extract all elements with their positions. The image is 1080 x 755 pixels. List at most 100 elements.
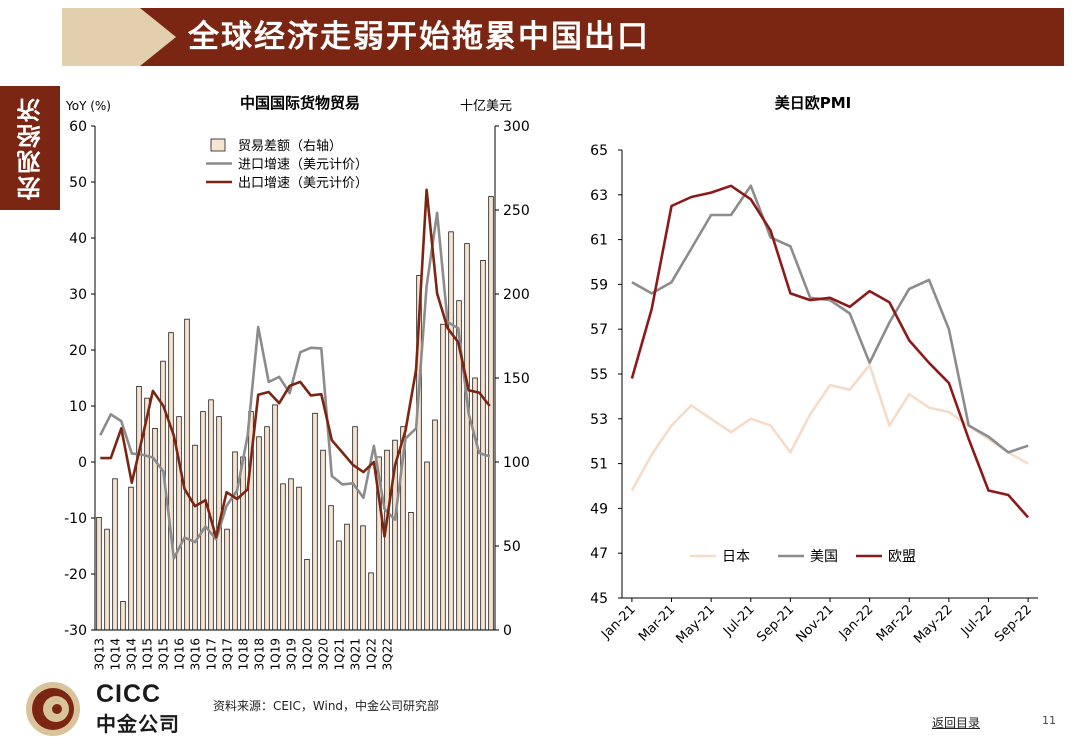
trade-balance-bar — [320, 449, 326, 631]
trade-balance-bar — [240, 456, 246, 631]
y-tick-label-right: 50 — [503, 539, 521, 555]
y-tick-label: 53 — [590, 412, 608, 428]
y-tick-label: 49 — [590, 501, 608, 517]
x-tick-label: 1Q15 — [141, 638, 155, 670]
x-tick-label: 3Q14 — [125, 638, 139, 670]
legend-swatch-trade-balance — [210, 138, 226, 152]
trade-balance-bar — [360, 525, 366, 631]
trade-balance-bar — [328, 505, 334, 631]
china-trade-chart: 中国国际货物贸易 YoY (%) 十亿美元 -30 -20 -10 0 10 20 30 40 50 6… — [64, 94, 530, 670]
x-tick-label: Mar-21 — [636, 602, 678, 644]
y-tick-label-left: -20 — [64, 567, 87, 583]
x-tick-label: 1Q14 — [109, 638, 123, 670]
chart-title: 中国国际货物贸易 — [240, 94, 360, 112]
trade-balance-bar — [432, 419, 438, 631]
trade-balance-bar — [344, 523, 350, 631]
x-tick-label: 3Q22 — [381, 638, 395, 670]
y-tick-label: 65 — [590, 143, 608, 159]
y-tick-label-left: 30 — [69, 287, 87, 303]
eu-pmi-line — [630, 184, 1030, 519]
chart-title: 美日欧PMI — [775, 94, 852, 112]
banner-accent — [62, 8, 140, 66]
logo-text-cn: 中金公司 — [96, 712, 180, 736]
x-tick-label: Sep-21 — [754, 602, 797, 645]
banner-background — [140, 8, 1064, 66]
x-tick-label: Jan-21 — [598, 602, 639, 643]
y-tick-label-left: -30 — [64, 623, 87, 639]
trade-balance-bar — [488, 196, 494, 631]
logo-text-en: CICC — [96, 680, 162, 708]
trade-balance-bar — [280, 483, 286, 631]
trade-balance-bar — [408, 511, 414, 631]
section-tab: 宏观经济 — [0, 86, 60, 210]
x-tick-label: 3Q15 — [157, 638, 171, 670]
trade-balance-bar — [312, 412, 318, 631]
trade-balance-bar — [144, 397, 150, 631]
x-tick-label: 3Q18 — [253, 638, 267, 670]
trade-balance-bar — [368, 572, 374, 631]
trade-balance-bar — [168, 332, 174, 631]
x-tick-label: 3Q13 — [93, 638, 107, 670]
source-note: 资料来源：CEIC，Wind，中金公司研究部 — [213, 699, 440, 713]
y-tick-label-right: 0 — [503, 623, 512, 639]
trade-balance-bar — [120, 601, 126, 631]
trade-balance-bar — [104, 528, 110, 631]
trade-balance-bar — [352, 426, 358, 631]
y-tick-label-right: 300 — [503, 119, 530, 135]
y-tick-label-right: 200 — [503, 287, 530, 303]
y-tick-label: 61 — [590, 233, 608, 249]
x-tick-label: Jan-22 — [836, 602, 877, 643]
y-tick-label: 63 — [590, 188, 608, 204]
x-tick-label: Sep-22 — [992, 602, 1035, 645]
y-tick-label-right: 250 — [503, 203, 530, 219]
trade-balance-bar — [472, 377, 478, 631]
y-tick-label-left: -10 — [64, 511, 87, 527]
x-tick-label: May-21 — [674, 602, 718, 646]
x-tick-label: 1Q22 — [365, 638, 379, 670]
y-axis-left-label: YoY (%) — [65, 99, 111, 113]
x-tick-label: 3Q16 — [189, 638, 203, 670]
x-tick-label: 3Q19 — [285, 638, 299, 670]
legend-label: 美国 — [810, 549, 838, 565]
trade-balance-bar — [128, 486, 134, 631]
x-tick-label: 1Q17 — [205, 638, 219, 670]
legend-label: 出口增速（美元计价） — [238, 176, 368, 191]
trade-balance-bar — [288, 478, 294, 631]
trade-balance-bar — [136, 385, 142, 631]
back-to-contents-link[interactable]: 返回目录 — [932, 716, 981, 730]
trade-balance-bar — [224, 528, 230, 631]
x-tick-label: 3Q17 — [221, 638, 235, 670]
x-tick-label: Jul-22 — [958, 602, 995, 639]
import-growth-line — [99, 211, 491, 560]
x-tick-label: 1Q20 — [301, 638, 315, 670]
x-tick-label: May-22 — [911, 602, 955, 646]
trade-balance-bar — [424, 461, 430, 631]
trade-balance-bar — [256, 436, 262, 631]
trade-balance-bar — [440, 323, 446, 631]
trade-balance-bar — [464, 243, 470, 631]
page-number: 11 — [1042, 714, 1056, 727]
x-tick-label: 3Q20 — [317, 638, 331, 670]
trade-balance-bar — [448, 231, 454, 631]
legend-label: 进口增速（美元计价） — [238, 158, 368, 173]
trade-balance-bar — [480, 259, 486, 631]
y-tick-label: 57 — [590, 322, 608, 338]
trade-balance-bar — [232, 451, 238, 631]
legend-label: 贸易差额（右轴） — [238, 139, 342, 154]
legend-label: 日本 — [722, 549, 750, 565]
y-tick-label-left: 20 — [69, 343, 87, 359]
y-tick-label-left: 50 — [69, 175, 87, 191]
y-tick-label: 59 — [590, 277, 608, 293]
x-tick-label: Jul-21 — [720, 602, 757, 639]
y-tick-label: 55 — [590, 367, 608, 383]
banner-chevron-icon — [140, 8, 176, 66]
pmi-chart: 美日欧PMI 45 47 49 51 53 55 57 59 61 63 65 Jan-21Mar-21… — [590, 94, 1038, 647]
trade-balance-bar — [304, 559, 310, 631]
usa-pmi-line — [631, 184, 1029, 454]
x-tick-label: 1Q19 — [269, 638, 283, 670]
y-tick-label-left: 60 — [69, 119, 87, 135]
x-tick-label: 3Q21 — [349, 638, 363, 670]
trade-balance-bar — [272, 404, 278, 631]
x-tick-label: Nov-21 — [794, 602, 837, 645]
y-tick-label-right: 100 — [503, 455, 530, 471]
